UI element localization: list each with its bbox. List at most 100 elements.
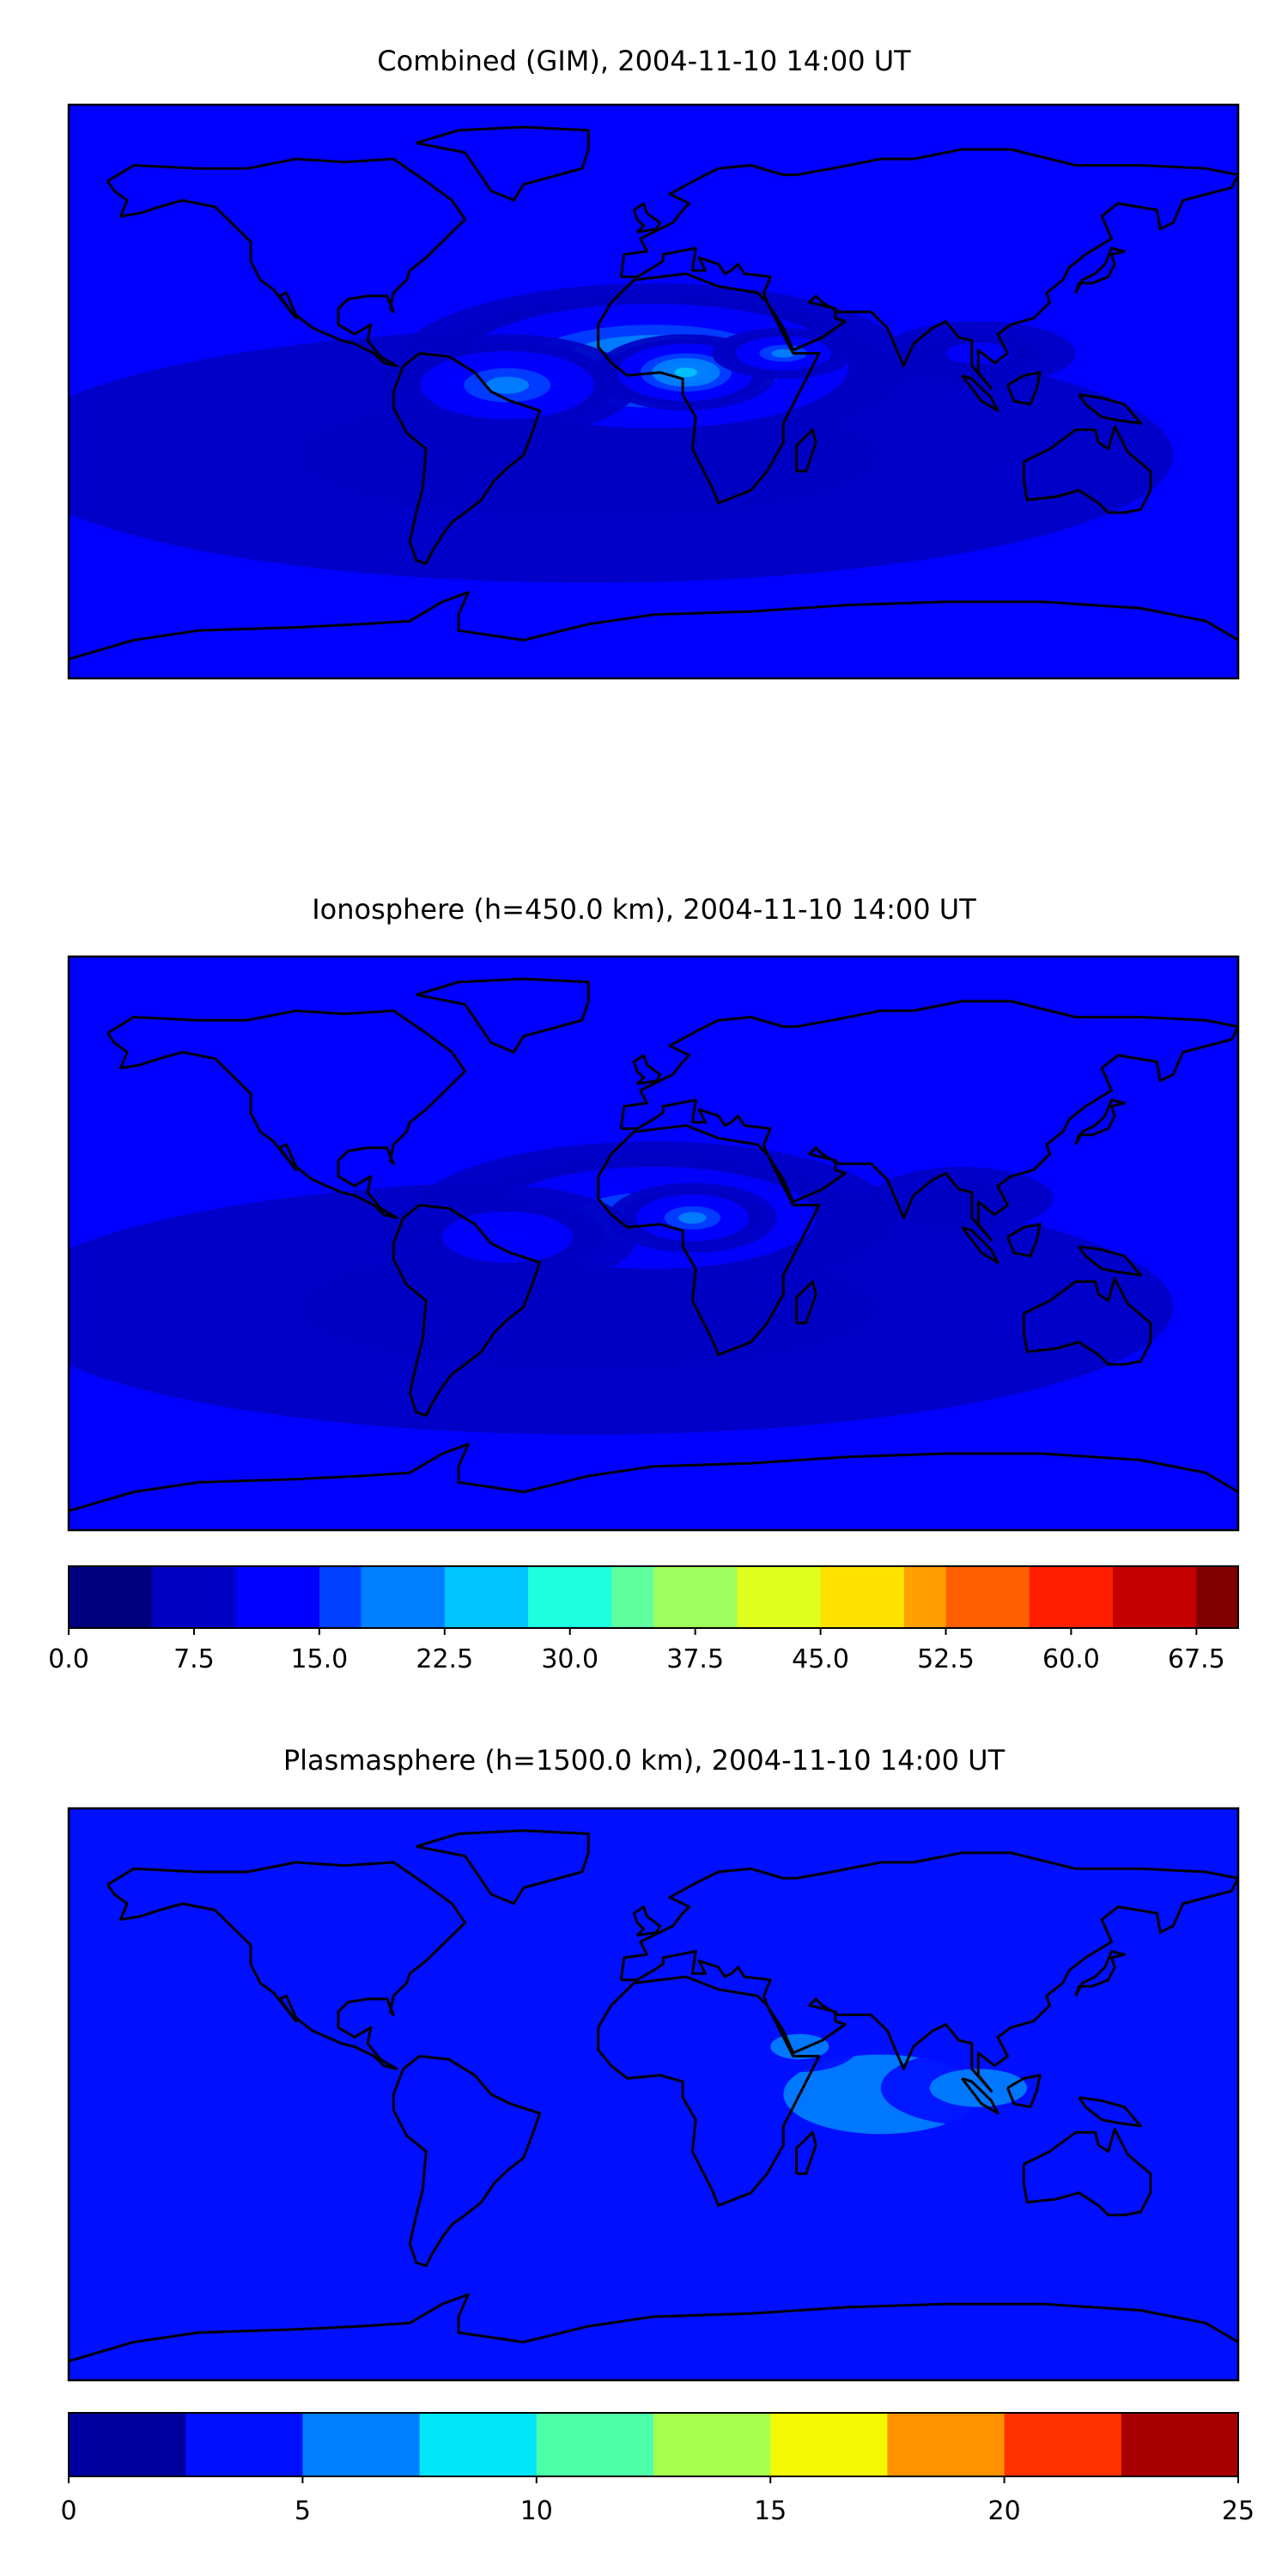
contour-level: [606, 338, 766, 406]
contour-level: [880, 321, 1076, 386]
colorbar-bin: [235, 1566, 278, 1628]
coastlines: [69, 125, 1238, 661]
coastline-madagascar: [795, 2130, 817, 2175]
colorbar-bin: [69, 1566, 112, 1628]
colorbar-bin: [1071, 1566, 1114, 1628]
colorbar-border: [68, 1565, 1239, 1629]
map-field: [69, 1829, 1238, 2363]
contour-level: [556, 335, 751, 398]
contour-level: [771, 349, 796, 358]
contour-level: [622, 1188, 763, 1248]
coastline-eurasia: [619, 1851, 1238, 2093]
contour-level: [231, 1983, 1206, 2269]
contour-level: [442, 1211, 573, 1263]
colorbar-bin: [1121, 2413, 1239, 2476]
map-frame: [67, 1807, 1240, 2382]
contour-level: [664, 1206, 721, 1230]
colorbar-bin: [1196, 1566, 1239, 1628]
contour-level: [617, 343, 755, 402]
colorbar-bin: [361, 1566, 404, 1628]
colorbar-bin: [319, 1566, 361, 1628]
coastline-africa: [597, 272, 821, 505]
colorbar-tick-label: 60.0: [1042, 1644, 1100, 1674]
contour-level: [562, 2020, 680, 2073]
coastline-borneo: [1006, 371, 1042, 406]
colorbar: 0.07.515.022.530.037.545.052.560.067.5: [0, 0, 1288, 172]
map-border: [67, 103, 1240, 680]
contour-level: [916, 1182, 1008, 1215]
coastline-eurasia: [619, 999, 1238, 1242]
contour-level: [295, 392, 881, 519]
coastline-australia: [1022, 1277, 1152, 1366]
contour-level: [295, 1243, 881, 1371]
contour-level: [723, 331, 843, 375]
contour-level: [490, 1166, 817, 1269]
colorbar-tick-label: 37.5: [666, 1644, 724, 1674]
colorbar-bin: [444, 1566, 487, 1628]
colorbar-bin: [1113, 1566, 1156, 1628]
colorbar-bin: [770, 2413, 888, 2476]
colorbar-tick-label: 22.5: [416, 1644, 473, 1674]
contour-level: [735, 336, 831, 371]
colorbar-tick-label: 67.5: [1168, 1644, 1225, 1674]
contour-level: [377, 334, 638, 436]
colorbar-bin: [569, 1566, 612, 1628]
colorbar-tick-label: 15.0: [290, 1644, 348, 1674]
coastline-new-guinea: [1078, 393, 1142, 425]
colorbar-bin: [862, 1566, 905, 1628]
coastline-south-america: [392, 2055, 542, 2268]
colorbar-tick-label: 7.5: [173, 1644, 215, 1674]
coastline-new-guinea: [1078, 2096, 1142, 2128]
coastline-africa: [597, 1124, 821, 1357]
coastline-north-america: [106, 1009, 467, 1219]
contour-level: [759, 344, 808, 362]
coastline-antarctica: [69, 591, 1238, 661]
coastline-sumatra: [961, 2077, 999, 2115]
coastline-north-america: [106, 157, 467, 368]
colorbar-bin: [1154, 1566, 1197, 1628]
contour-level: [612, 1205, 695, 1231]
colorbar-bin: [486, 1566, 529, 1628]
coastline-antarctica: [69, 2293, 1238, 2363]
coastline-south-america: [392, 1204, 542, 1417]
colorbar-bin: [1004, 2413, 1122, 2476]
contour-level: [608, 1182, 777, 1254]
contour-level: [629, 348, 744, 397]
map-field: [69, 977, 1238, 1513]
map-border: [67, 1807, 1240, 2382]
map-frame: [67, 103, 1240, 680]
contour-level: [880, 2050, 1076, 2127]
coastline-madagascar: [795, 428, 817, 473]
coastline-uk: [632, 202, 662, 234]
colorbar-bin: [185, 2413, 303, 2476]
contour-level: [426, 293, 881, 439]
contour-level: [464, 368, 551, 403]
coastline-greenland: [416, 1829, 590, 1905]
map-frame: [67, 955, 1240, 1532]
coastline-sumatra: [961, 374, 999, 412]
coastline-uk: [632, 1905, 662, 1937]
colorbar-bin: [887, 2413, 1005, 2476]
coastline-borneo: [1006, 2074, 1042, 2109]
colorbar-bin: [69, 2413, 186, 2476]
contour-level: [929, 2069, 1028, 2107]
colorbar-bin: [110, 1566, 153, 1628]
map-title: Ionosphere (h=450.0 km), 2004-11-10 14:0…: [312, 893, 976, 926]
colorbar-tick-label: 45.0: [792, 1644, 849, 1674]
colorbar-bin: [193, 1566, 237, 1628]
colorbar-bin: [945, 1566, 988, 1628]
colorbar-tick-label: 0: [60, 2496, 76, 2526]
map-field: [69, 125, 1238, 661]
coastline-japan: [1074, 1098, 1127, 1145]
colorbar-bin: [403, 1566, 446, 1628]
contour-level: [650, 1200, 735, 1236]
coastline-australia: [1022, 425, 1152, 514]
contour-level: [410, 1141, 897, 1295]
colorbar-bin: [820, 1566, 863, 1628]
contour-level: [69, 1179, 1174, 1435]
contour-level: [674, 368, 698, 378]
coastline-japan: [1074, 246, 1127, 294]
contour-level: [490, 314, 817, 418]
contour-level: [572, 1192, 735, 1244]
